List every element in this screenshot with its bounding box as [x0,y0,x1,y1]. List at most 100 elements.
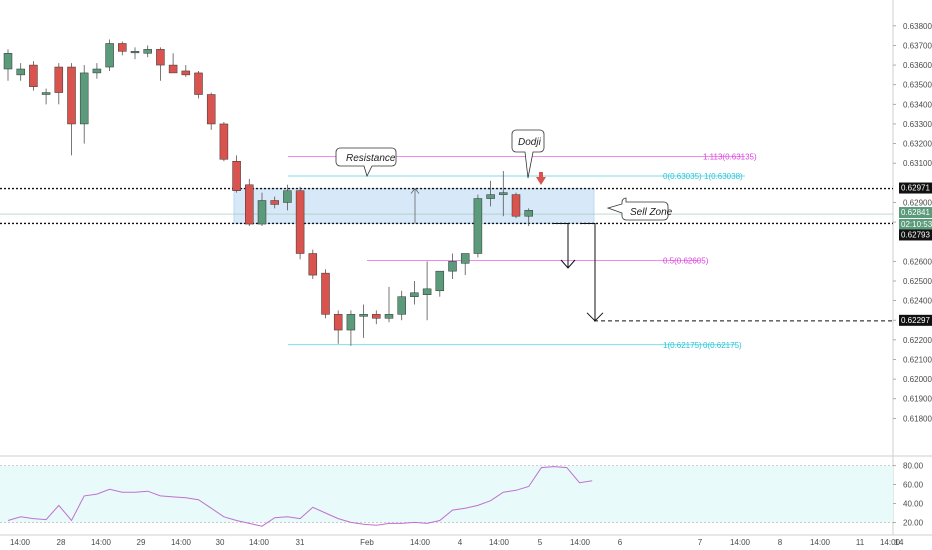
measure-arrow-head [410,187,420,194]
bullish-candle [3,53,13,70]
target-tag-bg [899,314,932,326]
price-tick-label: 0.62900 [903,198,932,207]
time-tick-label: 30 [216,538,225,547]
bearish-candle [245,184,254,225]
bullish-candle [448,261,457,272]
time-tick-label: 11 [856,538,865,547]
time-tick-label: 14 [895,538,904,547]
time-tick-label: 14:00 [489,538,510,547]
time-tick-label: 14:00 [249,538,270,547]
bearish-candle [54,66,64,93]
countdown-tag: 02:10:53 [901,220,932,229]
time-tick-label: 5 [538,538,543,547]
time-tick-label: 14:00 [880,538,901,547]
bearish-candle [219,123,229,160]
price-tick-label: 0.63200 [903,140,932,149]
bearish-candle [67,66,76,125]
price-tick-label: 0.63100 [903,159,932,168]
sell-zone-box [233,188,595,224]
oscillator-tick-label: 20.00 [903,518,924,527]
bearish-candle [206,94,216,125]
countdown-tag-bg [899,219,932,231]
fib-level-label: 0.5(0.62605) [663,256,709,265]
time-tick-label: 28 [57,538,66,547]
target-tag: 0.62297 [901,316,930,325]
bullish-candle [435,270,445,292]
bullish-candle [346,314,356,331]
bearish-candle [194,72,203,95]
bearish-candle [156,49,165,66]
dodji-label: Dodji [518,137,542,148]
price-tick-label: 0.63700 [903,41,932,50]
price-tick-label: 0.61900 [903,395,932,404]
resistance-top-tag: 0.62971 [901,184,930,193]
bullish-candle [473,198,483,254]
time-tick-label: 6 [618,538,623,547]
resistance-bottom-tag: 0.62793 [901,230,930,239]
price-tags: 0.62971 0.62841 02:10:530.62793 0.62297 [899,182,932,326]
bearish-candle [333,314,343,331]
bearish-candle [29,64,38,87]
bearish-candle [511,194,521,217]
horizontal-levels [0,187,893,322]
bearish-candle [372,314,381,319]
long-arrow [580,222,596,321]
bullish-candle [397,296,406,315]
bullish-candle [283,190,292,203]
bearish-candle [168,64,178,74]
sell-zone-callout: Sell Zone [606,197,673,221]
bullish-candle [105,43,114,68]
bullish-candle [257,200,267,225]
bullish-candle [16,68,25,76]
oscillator-tick-label: 80.00 [903,462,924,471]
time-tick-label: 7 [698,538,703,547]
short-arrow-head [560,259,576,269]
sell-zone-label: Sell Zone [630,207,673,218]
bearish-candle [321,272,330,315]
grid [0,0,932,536]
price-tick-label: 0.62400 [903,297,932,306]
bearish-candle [308,253,318,276]
long-arrow-head [586,312,604,322]
fib-level-label: 1(0.62175) [663,341,702,350]
time-tick-label: 14:00 [730,538,751,547]
fibonacci-levels: 1.113(0.63135) 0(0.63035) 1(0.63038) 0.5(0.… [288,152,757,350]
bullish-candle [486,194,495,199]
projection-arrows [410,187,604,322]
price-tick-label: 0.62500 [903,277,932,286]
price-tick-label: 0.61800 [903,414,932,423]
time-axis: 14:00 28 14:00 29 14:00 30 14:00 31 Feb 14:00 4 14:… [10,538,904,547]
bullish-candle [422,288,432,295]
time-tick-label: 29 [137,538,146,547]
fib-level-label: 1.113(0.63135) [703,152,757,161]
resistance-label: Resistance [346,153,396,164]
bearish-candle [181,70,191,76]
fib-level-label: 1(0.63038) [704,172,743,181]
oscillator-tick-label: 40.00 [903,500,924,509]
bearish-candle [232,160,241,191]
bearish-candle [270,200,279,205]
time-tick-label: 14:00 [810,538,831,547]
bearish-candle [118,43,127,52]
current-price-tag-bg [899,207,932,219]
time-tick-label: 14:00 [91,538,112,547]
resistance-bottom-tag-bg [899,229,932,241]
bullish-candle [410,292,419,297]
oscillator-band-fill [0,465,893,523]
price-tick-label: 0.62100 [903,355,932,364]
time-tick-label: 14:00 [410,538,431,547]
time-tick-label: 31 [296,538,305,547]
price-tick-label: 0.63300 [903,120,932,129]
price-tick-label: 0.63400 [903,100,932,109]
bullish-candle [499,192,508,195]
resistance-top-tag-bg [899,182,932,194]
bearish-candle [295,190,305,254]
bullish-candle [384,314,394,319]
bullish-candle [524,210,533,217]
fib-level-label: 0(0.62175) [703,341,742,350]
fib-level-label: 0(0.63035) [663,172,702,181]
time-tick-label: 8 [778,538,783,547]
bullish-candle [41,92,51,95]
time-tick-label: 14:00 [171,538,192,547]
